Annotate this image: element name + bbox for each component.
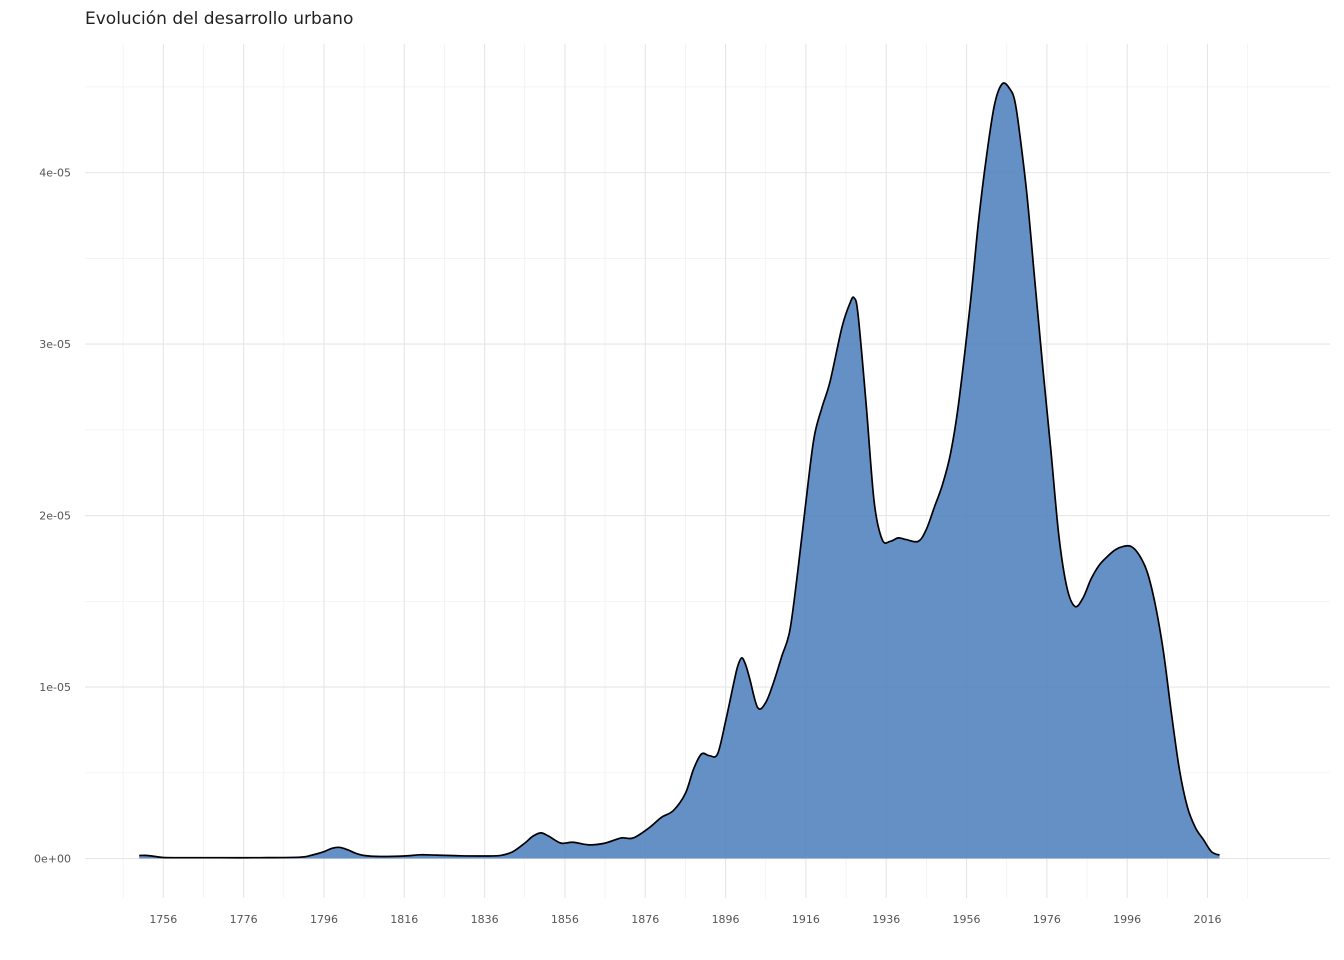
y-tick-label: 0e+00: [34, 853, 71, 866]
x-tick-label: 1896: [712, 913, 740, 926]
density-area-fill: [139, 82, 1220, 859]
x-tick-label: 1876: [631, 913, 659, 926]
y-tick-label: 4e-05: [39, 167, 71, 180]
y-axis-tick-labels: 0e+00 1e-05 2e-05 3e-05 4e-05: [34, 167, 71, 866]
y-tick-label: 2e-05: [39, 510, 71, 523]
x-tick-label: 1816: [390, 913, 418, 926]
y-tick-label: 1e-05: [39, 681, 71, 694]
x-tick-label: 1856: [551, 913, 579, 926]
x-tick-label: 1796: [310, 913, 338, 926]
x-axis-tick-labels: 1756 1776 1796 1816 1836 1856 1876 1896 1916 1936…: [149, 913, 1221, 926]
x-tick-label: 2016: [1194, 913, 1222, 926]
x-tick-label: 1836: [471, 913, 499, 926]
x-tick-label: 1996: [1113, 913, 1141, 926]
x-tick-label: 1956: [953, 913, 981, 926]
x-tick-label: 1776: [230, 913, 258, 926]
area-layer: [139, 82, 1220, 859]
density-line: [139, 82, 1220, 859]
y-tick-label: 3e-05: [39, 338, 71, 351]
x-tick-label: 1976: [1033, 913, 1061, 926]
chart-title: Evolución del desarrollo urbano: [85, 9, 354, 29]
x-tick-label: 1916: [792, 913, 820, 926]
x-tick-label: 1936: [872, 913, 900, 926]
x-tick-label: 1756: [149, 913, 177, 926]
